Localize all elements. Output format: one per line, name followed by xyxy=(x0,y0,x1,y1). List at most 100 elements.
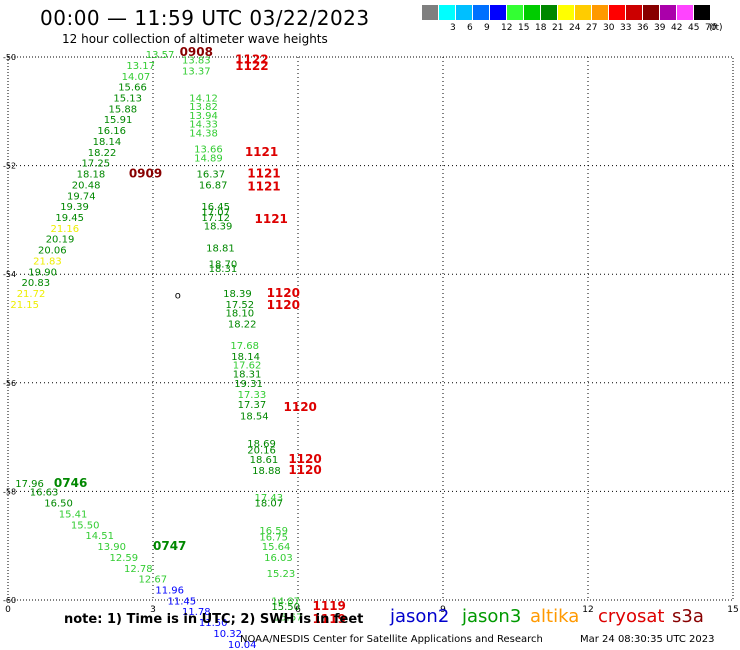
wave-height-label: 18.22 xyxy=(228,319,257,330)
map-grid xyxy=(7,56,734,601)
legend-swatch xyxy=(422,5,439,20)
legend-tick-label: 36 xyxy=(637,23,649,33)
page-subtitle: 12 hour collection of altimeter wave hei… xyxy=(62,32,328,46)
wave-height-label: 19.90 xyxy=(28,267,57,278)
wave-height-label: 18.14 xyxy=(231,352,260,363)
wave-height-label: 15.50 xyxy=(271,602,300,613)
wave-height-label: 18.31 xyxy=(233,369,262,380)
wave-height-label: 20.19 xyxy=(46,235,75,246)
legend-swatch xyxy=(439,5,456,20)
track-time-label: 1120 xyxy=(267,286,300,300)
wave-height-label: 16.16 xyxy=(97,126,126,137)
legend-tick-label: 33 xyxy=(620,23,632,33)
generation-timestamp: Mar 24 08:30:35 UTC 2023 xyxy=(580,634,715,645)
wave-height-label: 13.17 xyxy=(126,61,155,72)
page-title: 00:00 — 11:59 UTC 03/22/2023 xyxy=(40,6,370,30)
legend-swatch xyxy=(575,5,592,20)
track-time-label: 1122 xyxy=(235,53,268,67)
legend-unit: (ft) xyxy=(709,23,723,33)
wave-height-label: 15.67 xyxy=(274,613,303,624)
track-time-label: 1120 xyxy=(288,452,321,466)
wave-height-label: 14.51 xyxy=(85,531,114,542)
wave-height-label: 12.78 xyxy=(124,564,153,575)
legend-swatch xyxy=(694,5,711,20)
wave-height-label: 17.68 xyxy=(230,341,259,352)
wave-height-label: 14.07 xyxy=(122,72,151,83)
legend-tick-label: 27 xyxy=(586,23,598,33)
wave-height-label: 21.16 xyxy=(51,224,80,235)
wave-height-label: 18.88 xyxy=(252,466,281,477)
wave-height-label: 13.94 xyxy=(189,111,218,122)
legend-swatch xyxy=(473,5,490,20)
wave-height-label: 20.83 xyxy=(22,278,51,289)
wave-height-label: 12.67 xyxy=(139,575,168,586)
lat-tick-label: -52 xyxy=(3,162,16,171)
legend-swatch xyxy=(643,5,660,20)
legend-tick-label: 18 xyxy=(535,23,547,33)
satellite-label-jason2: jason2 xyxy=(390,606,450,627)
track-time-labels: 0908112211220909112111211121112111201120… xyxy=(54,45,346,626)
wave-height-label: 15.64 xyxy=(262,542,291,553)
track-time-label: 1121 xyxy=(245,145,278,159)
lon-tick-label: 0 xyxy=(5,605,11,615)
wave-height-label: 18.39 xyxy=(204,222,233,233)
wave-height-label: 18.61 xyxy=(250,455,279,466)
legend-swatch xyxy=(660,5,677,20)
lon-tick-label: 3 xyxy=(150,605,156,615)
wave-height-label: 18.18 xyxy=(77,170,106,181)
wave-height-label: 16.03 xyxy=(264,553,293,564)
legend-swatch xyxy=(677,5,694,20)
legend-swatch xyxy=(507,5,524,20)
wave-height-label: 17.12 xyxy=(201,213,230,224)
wave-height-label: 18.70 xyxy=(209,260,238,271)
wave-height-label: 19.31 xyxy=(234,379,263,390)
track-time-label: 1121 xyxy=(247,180,280,194)
wave-height-label: 11.45 xyxy=(168,596,197,607)
wave-height-label: 15.88 xyxy=(109,104,138,115)
lon-tick-label: 15 xyxy=(727,605,738,615)
wave-height-label: 14.38 xyxy=(189,128,218,139)
wave-height-label: 13.82 xyxy=(189,102,218,113)
lat-tick-label: -54 xyxy=(3,270,16,279)
wave-height-label: 18.81 xyxy=(206,243,235,254)
wave-height-label: 11.96 xyxy=(155,585,184,596)
wave-height-label: 10.04 xyxy=(228,640,257,650)
track-time-label: 1121 xyxy=(255,212,288,226)
legend-swatch xyxy=(541,5,558,20)
legend-tick-label: 42 xyxy=(671,23,683,33)
wave-height-label: 15.66 xyxy=(118,83,147,94)
map-axes: 0 3 6 9 12 15 -50 -52 -54 -56 -58 -60 xyxy=(3,53,739,615)
track-time-label: 1119 xyxy=(313,599,346,613)
legend-swatch xyxy=(592,5,609,20)
satellite-label-s3a: s3a xyxy=(672,606,704,627)
lat-tick-label: -56 xyxy=(3,379,16,388)
legend-swatch xyxy=(558,5,575,20)
wave-height-label: 13.66 xyxy=(194,145,223,156)
map-marker: o xyxy=(175,291,181,302)
legend-tick-label: 12 xyxy=(501,23,513,33)
wave-height-label: 13.83 xyxy=(182,56,211,67)
track-time-label: 0746 xyxy=(54,476,87,490)
legend-swatch xyxy=(609,5,626,20)
legend-swatch xyxy=(490,5,507,20)
legend-tick-label: 3 xyxy=(450,23,456,33)
wave-height-label: 17.43 xyxy=(255,493,284,504)
wave-height-label: 16.50 xyxy=(44,499,73,510)
wave-height-label: 19.74 xyxy=(67,191,96,202)
wave-height-label: 13.90 xyxy=(97,542,126,553)
wave-height-label: 13.37 xyxy=(182,66,211,77)
wave-height-label: 17.07 xyxy=(201,208,230,219)
lon-tick-label: 6 xyxy=(295,605,301,615)
wave-height-label: 14.87 xyxy=(271,596,300,607)
wave-height-label: 17.96 xyxy=(15,479,44,490)
track-time-label: 1122 xyxy=(235,59,268,73)
wave-height-label: 17.62 xyxy=(233,361,262,372)
lat-tick-label: -60 xyxy=(3,596,16,605)
track-time-label: 1120 xyxy=(288,463,321,477)
track-time-label: 0747 xyxy=(153,539,186,553)
wave-height-label: 21.72 xyxy=(17,289,46,300)
track-time-label: 1120 xyxy=(267,298,300,312)
lon-tick-label: 12 xyxy=(582,605,593,615)
wave-height-label: 17.33 xyxy=(238,390,267,401)
